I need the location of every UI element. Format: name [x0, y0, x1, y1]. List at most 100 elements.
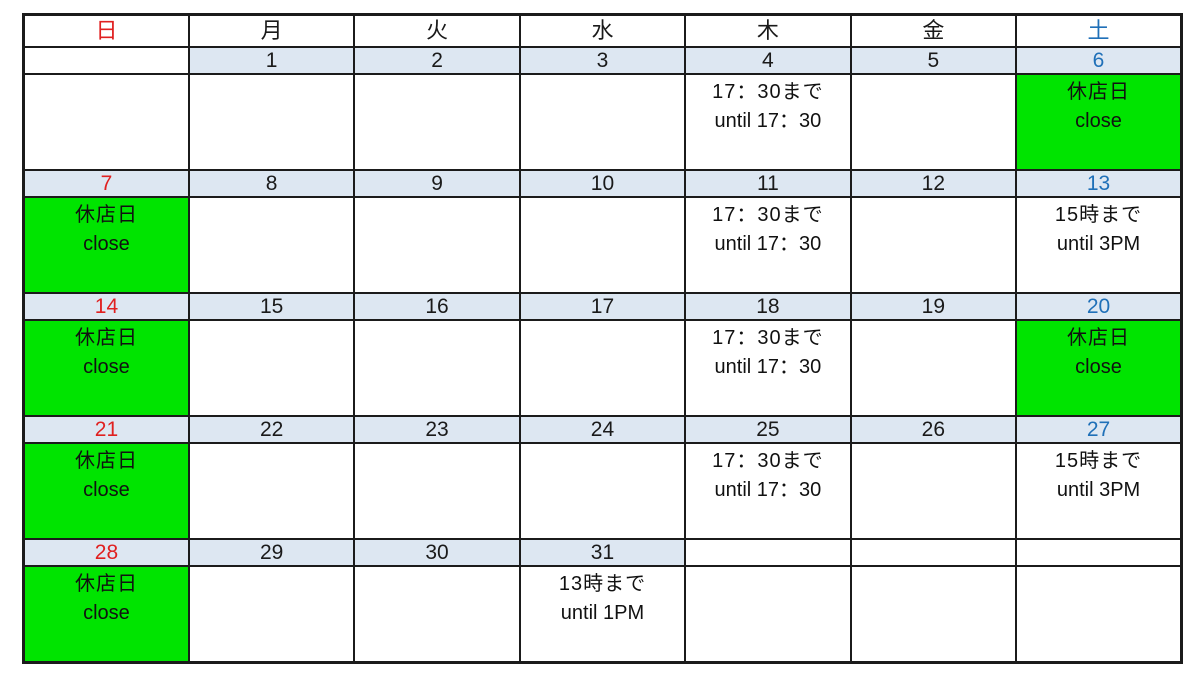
note-line-en: until 17：30 — [714, 356, 822, 378]
note-line-jp: 15時まで — [1054, 450, 1143, 472]
empty-day-cell — [353, 565, 521, 663]
date-cell-3: 3 — [518, 46, 687, 75]
date-cell-7: 7 — [22, 169, 190, 198]
day-header-tue: 火 — [353, 13, 521, 48]
empty-day-cell — [22, 73, 190, 171]
note-line-jp: 休店日 — [74, 327, 138, 349]
note-line-jp — [191, 199, 352, 201]
note-line-jp: 休店日 — [74, 573, 138, 595]
empty-day-cell — [849, 319, 1018, 417]
note-line-jp — [191, 445, 352, 447]
date-cell-22: 22 — [187, 415, 356, 444]
note-line-jp — [356, 76, 517, 78]
day-header-wed: 水 — [518, 13, 687, 48]
date-cell-27: 27 — [1015, 415, 1183, 444]
closed-day-cell: 休店日 close — [22, 565, 190, 663]
week-1-note-row: 17：30まで until 17：30 休店日 close — [22, 73, 1183, 171]
note-line-en: close — [83, 233, 130, 255]
empty-day-cell — [353, 442, 521, 540]
date-cell-2: 2 — [353, 46, 521, 75]
note-line-jp — [356, 445, 517, 447]
week-2-date-row: 7 8 9 10 11 12 13 — [22, 169, 1183, 198]
empty-day-cell — [518, 196, 687, 294]
date-cell-26: 26 — [849, 415, 1018, 444]
date-cell-21: 21 — [22, 415, 190, 444]
closed-day-cell: 休店日 close — [22, 196, 190, 294]
note-line-jp — [522, 76, 683, 78]
note-line-jp — [853, 76, 1014, 78]
note-line-jp — [687, 568, 848, 570]
empty-day-cell — [518, 73, 687, 171]
note-line-en: close — [83, 479, 130, 501]
note-line-jp — [853, 568, 1014, 570]
week-3-date-row: 14 15 16 17 18 19 20 — [22, 292, 1183, 321]
week-4-date-row: 21 22 23 24 25 26 27 — [22, 415, 1183, 444]
shop-hours-calendar: 日月火水木金土 1 2 3 4 5 6 17：30まで until 17：30 休店日 close 7… — [22, 13, 1183, 664]
note-line-jp — [1018, 568, 1179, 570]
empty-day-cell — [187, 442, 356, 540]
date-cell-15: 15 — [187, 292, 356, 321]
empty-day-cell — [518, 442, 687, 540]
date-cell-empty — [684, 538, 852, 567]
note-line-jp — [356, 568, 517, 570]
empty-day-cell — [684, 565, 852, 663]
date-cell-11: 11 — [684, 169, 852, 198]
note-line-jp — [522, 199, 683, 201]
empty-day-cell — [849, 442, 1018, 540]
empty-day-cell — [187, 565, 356, 663]
early-close-cell: 17：30まで until 17：30 — [684, 73, 852, 171]
note-line-en: close — [1075, 110, 1122, 132]
date-cell-17: 17 — [518, 292, 687, 321]
note-line-jp — [853, 199, 1014, 201]
note-line-jp: 17：30まで — [712, 204, 824, 226]
note-line-jp: 17：30まで — [712, 327, 824, 349]
date-cell-empty — [1015, 538, 1183, 567]
note-line-jp: 休店日 — [1067, 327, 1131, 349]
note-line-jp — [191, 322, 352, 324]
note-line-jp — [356, 322, 517, 324]
early-close-cell: 15時まで until 3PM — [1015, 442, 1183, 540]
day-header-fri: 金 — [849, 13, 1018, 48]
note-line-jp — [26, 76, 187, 78]
empty-day-cell — [353, 73, 521, 171]
date-cell-empty — [849, 538, 1018, 567]
note-line-jp — [191, 568, 352, 570]
date-cell-19: 19 — [849, 292, 1018, 321]
note-line-en: until 17：30 — [714, 110, 822, 132]
date-cell-6: 6 — [1015, 46, 1183, 75]
date-cell-8: 8 — [187, 169, 356, 198]
date-cell-14: 14 — [22, 292, 190, 321]
early-close-cell: 17：30まで until 17：30 — [684, 442, 852, 540]
note-line-jp — [522, 445, 683, 447]
date-cell-28: 28 — [22, 538, 190, 567]
note-line-jp — [522, 322, 683, 324]
week-3-note-row: 休店日 close 17：30まで until 17：30 休店日 close — [22, 319, 1183, 417]
note-line-jp: 17：30まで — [712, 450, 824, 472]
week-5-date-row: 28 29 30 31 — [22, 538, 1183, 567]
closed-day-cell: 休店日 close — [1015, 73, 1183, 171]
date-cell-31: 31 — [518, 538, 687, 567]
note-line-en: close — [1075, 356, 1122, 378]
day-header-mon: 月 — [187, 13, 356, 48]
empty-day-cell — [353, 196, 521, 294]
note-line-en: until 3PM — [1056, 479, 1141, 501]
day-header-row: 日月火水木金土 — [22, 13, 1183, 48]
closed-day-cell: 休店日 close — [22, 442, 190, 540]
date-cell-20: 20 — [1015, 292, 1183, 321]
empty-day-cell — [187, 73, 356, 171]
early-close-cell: 13時まで until 1PM — [518, 565, 687, 663]
note-line-en: until 1PM — [560, 602, 645, 624]
note-line-jp: 休店日 — [74, 204, 138, 226]
date-cell-12: 12 — [849, 169, 1018, 198]
date-cell-25: 25 — [684, 415, 852, 444]
note-line-jp: 休店日 — [1067, 81, 1131, 103]
empty-day-cell — [1015, 565, 1183, 663]
date-cell-24: 24 — [518, 415, 687, 444]
note-line-jp: 休店日 — [74, 450, 138, 472]
empty-day-cell — [187, 319, 356, 417]
week-2-note-row: 休店日 close 17：30まで until 17：30 15時まで until 3PM — [22, 196, 1183, 294]
empty-day-cell — [849, 73, 1018, 171]
date-cell-empty — [22, 46, 190, 75]
